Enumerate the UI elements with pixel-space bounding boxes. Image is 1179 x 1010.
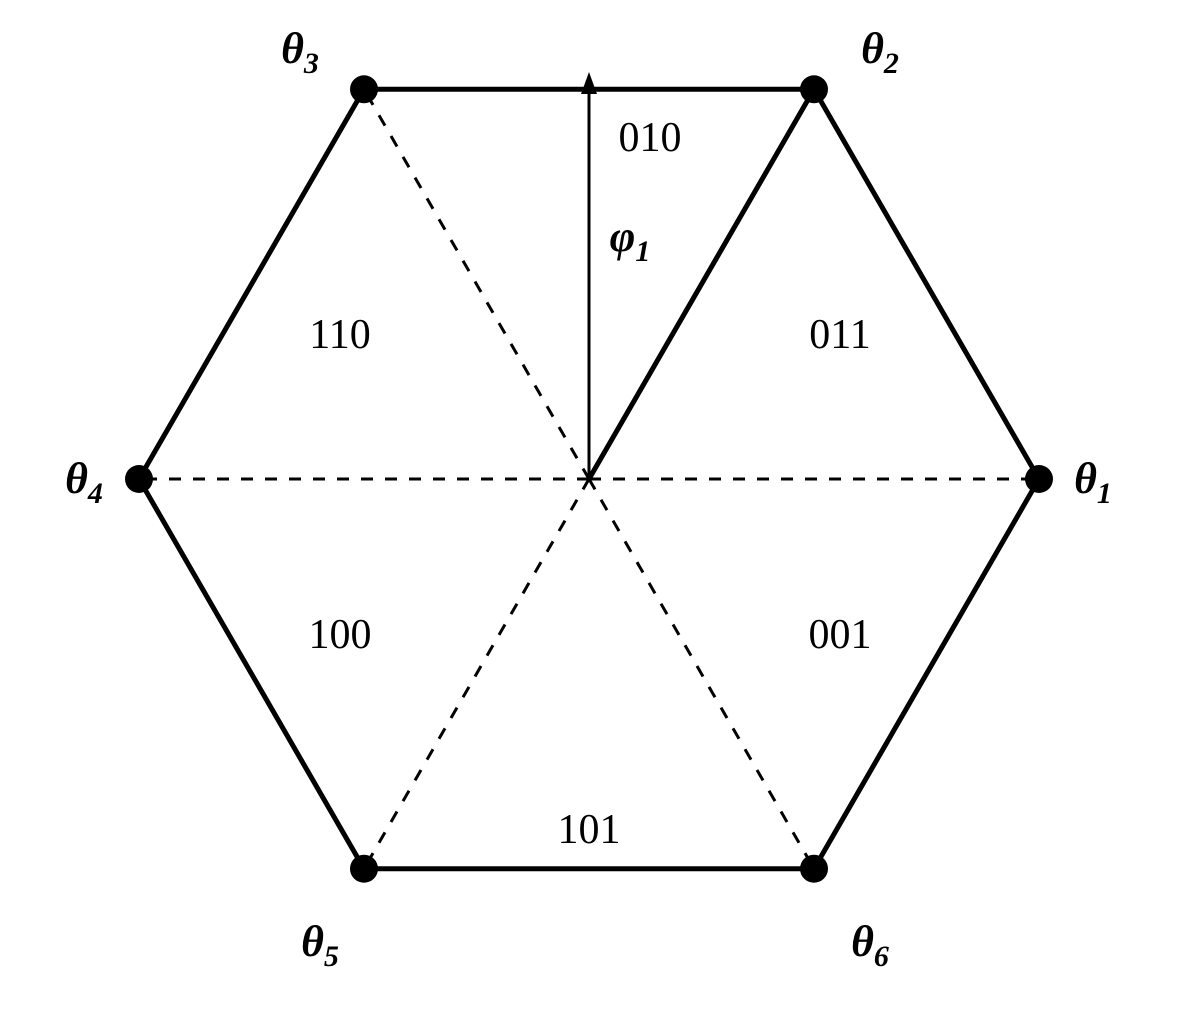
vertex-theta1 [1025,465,1053,493]
vertex-theta5 [350,855,378,883]
diagram-stage: θ1 θ2 θ3 θ4 θ5 θ6 010 011 001 101 100 110 φ1 [0,0,1179,1010]
spoke-theta5 [364,479,589,869]
sector-label-s011: 011 [809,311,870,359]
label-theta1: θ1 [1074,453,1112,511]
vertex-theta2 [800,75,828,103]
vertex-theta4 [125,465,153,493]
label-theta6: θ6 [851,916,889,974]
hexagon-edge [139,89,364,479]
hexagon-svg [0,0,1179,1010]
label-theta3: θ3 [281,23,319,81]
label-theta4: θ4 [65,453,103,511]
hexagon-edge [814,89,1039,479]
label-theta5: θ5 [301,916,339,974]
hexagon-edge [814,479,1039,869]
label-phi1: φ1 [610,211,651,269]
sector-label-s010: 010 [619,114,682,162]
phi1-arrow-head [581,72,597,94]
hexagon-edge [139,479,364,869]
vertex-theta6 [800,855,828,883]
sector-label-s101: 101 [558,806,621,854]
sector-label-s001: 001 [809,611,872,659]
label-theta2: θ2 [861,23,899,81]
vertex-theta3 [350,75,378,103]
spoke-theta3 [364,89,589,479]
sector-label-s110: 110 [309,311,370,359]
spoke-theta6 [589,479,814,869]
sector-label-s100: 100 [309,611,372,659]
